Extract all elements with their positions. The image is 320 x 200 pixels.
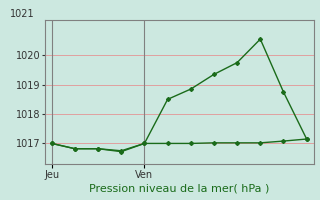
Text: 1021: 1021	[10, 9, 35, 19]
X-axis label: Pression niveau de la mer( hPa ): Pression niveau de la mer( hPa )	[89, 184, 269, 194]
